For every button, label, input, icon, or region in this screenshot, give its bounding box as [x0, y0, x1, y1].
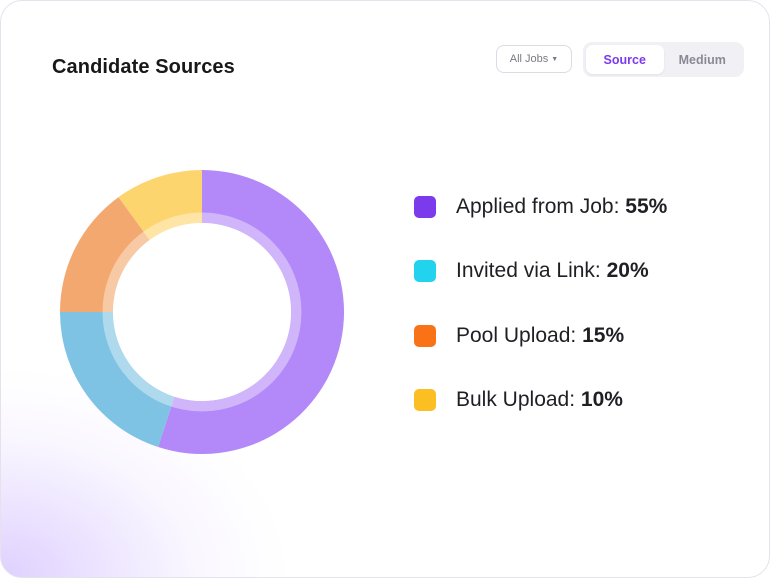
legend-value-applied-from-job: 55%	[625, 195, 668, 218]
card-title: Candidate Sources	[52, 56, 235, 78]
legend-value-pool-upload: 15%	[582, 324, 625, 347]
legend-label-pool-upload: Pool Upload:	[456, 324, 577, 347]
jobs-filter-label: All Jobs	[509, 53, 549, 65]
legend-item-pool-upload: Pool Upload: 15%	[414, 324, 624, 348]
legend-label-invited-via-link: Invited via Link:	[456, 259, 601, 282]
tab-medium[interactable]: Medium	[678, 52, 726, 67]
legend-item-invited-via-link: Invited via Link: 20%	[414, 259, 649, 283]
legend-swatch-pool-upload	[414, 325, 436, 347]
legend-item-applied-from-job: Applied from Job: 55%	[414, 195, 667, 219]
legend-label-bulk-upload: Bulk Upload:	[456, 388, 576, 411]
legend-value-invited-via-link: 20%	[606, 259, 649, 282]
legend-label-applied-from-job: Applied from Job:	[456, 195, 620, 218]
legend-value-bulk-upload: 10%	[580, 388, 623, 411]
legend-swatch-bulk-upload	[414, 389, 436, 411]
legend-item-bulk-upload: Bulk Upload: 10%	[414, 388, 623, 412]
legend-swatch-invited-via-link	[414, 260, 436, 282]
view-toggle: Source Medium	[583, 42, 744, 77]
caret-down-icon: ▼	[551, 56, 559, 63]
tab-source[interactable]: Source	[586, 45, 664, 74]
jobs-filter-dropdown[interactable]: All Jobs ▼	[496, 45, 572, 73]
legend-swatch-applied-from-job	[414, 196, 436, 218]
